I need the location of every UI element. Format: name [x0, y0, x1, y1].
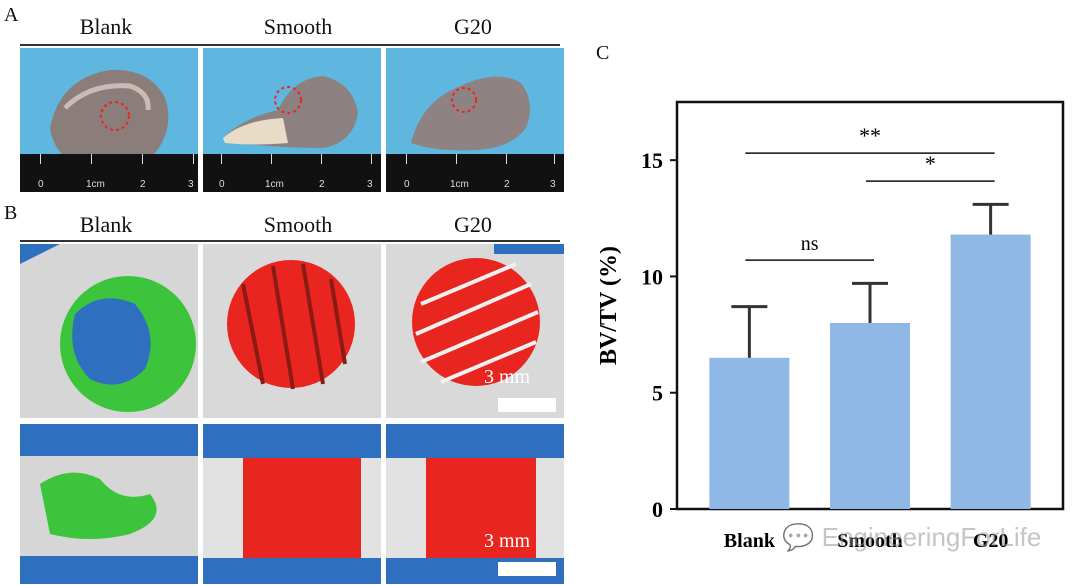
- ruler: 0 1cm 2 3: [203, 154, 381, 192]
- y-tick-label: 15: [641, 148, 663, 173]
- scale-bar-label: 3 mm: [484, 366, 531, 388]
- panel-label-b: B: [4, 202, 18, 224]
- column-label-blank-b: Blank: [79, 212, 133, 237]
- ruler-number: 3: [550, 179, 556, 190]
- divider-line-b: [20, 240, 560, 242]
- panel-label-a: A: [4, 4, 19, 26]
- y-tick-label: 5: [652, 381, 663, 406]
- ruler: 0 1cm 2 3: [386, 154, 564, 192]
- microct-side-smooth: [203, 424, 381, 584]
- significance-label: **: [859, 123, 881, 148]
- ruler-number: 2: [140, 179, 146, 190]
- x-tick-label: Smooth: [837, 530, 903, 552]
- ruler-number: 1cm: [86, 179, 105, 190]
- ruler-number: 0: [404, 179, 410, 190]
- scale-bar: [498, 562, 556, 576]
- significance-label: ns: [801, 233, 819, 255]
- specimen-photo-g20: 0 1cm 2 3: [386, 48, 564, 192]
- microct-top-smooth: [203, 244, 381, 418]
- x-tick-label: G20: [973, 530, 1009, 552]
- ruler-number: 3: [367, 179, 373, 190]
- ruler-number: 2: [504, 179, 510, 190]
- ruler-number: 0: [219, 179, 225, 190]
- scale-bar-label: 3 mm: [484, 530, 531, 552]
- bar: [950, 234, 1031, 509]
- panel-label-c: C: [596, 42, 610, 64]
- divider-line-a: [20, 44, 560, 46]
- ruler-number: 3: [188, 179, 194, 190]
- bar: [830, 322, 910, 509]
- y-tick-label: 10: [641, 264, 663, 289]
- ruler-number: 1cm: [265, 179, 284, 190]
- column-label-g20-b: G20: [454, 212, 492, 237]
- specimen-photo-smooth: 0 1cm 2 3: [203, 48, 381, 192]
- ruler-number: 0: [38, 179, 44, 190]
- specimen-photo-blank: 0 1cm 2 3: [20, 48, 198, 192]
- watermark-text: EngineeringForLife: [821, 522, 1042, 552]
- microct-side-blank: [20, 424, 198, 584]
- microct-side-g20: 3 mm: [386, 424, 564, 584]
- scale-bar: [498, 398, 556, 412]
- y-axis-label: BV/TV (%): [600, 246, 622, 365]
- watermark: 💬 EngineeringForLife: [782, 522, 1041, 553]
- bar: [709, 357, 790, 509]
- significance-label: *: [925, 151, 936, 176]
- column-label-g20-a: G20: [454, 14, 492, 39]
- column-label-smooth-b: Smooth: [263, 212, 333, 237]
- y-tick-label: 0: [652, 497, 663, 522]
- microct-top-g20: 3 mm: [386, 244, 564, 418]
- ruler-number: 1cm: [450, 179, 469, 190]
- ruler: 0 1cm 2 3: [20, 154, 198, 192]
- column-label-blank-a: Blank: [79, 14, 133, 39]
- ruler-number: 2: [319, 179, 325, 190]
- x-tick-label: Blank: [724, 530, 776, 552]
- wechat-icon: 💬: [782, 522, 815, 552]
- column-label-smooth-a: Smooth: [263, 14, 333, 39]
- microct-top-blank: [20, 244, 198, 418]
